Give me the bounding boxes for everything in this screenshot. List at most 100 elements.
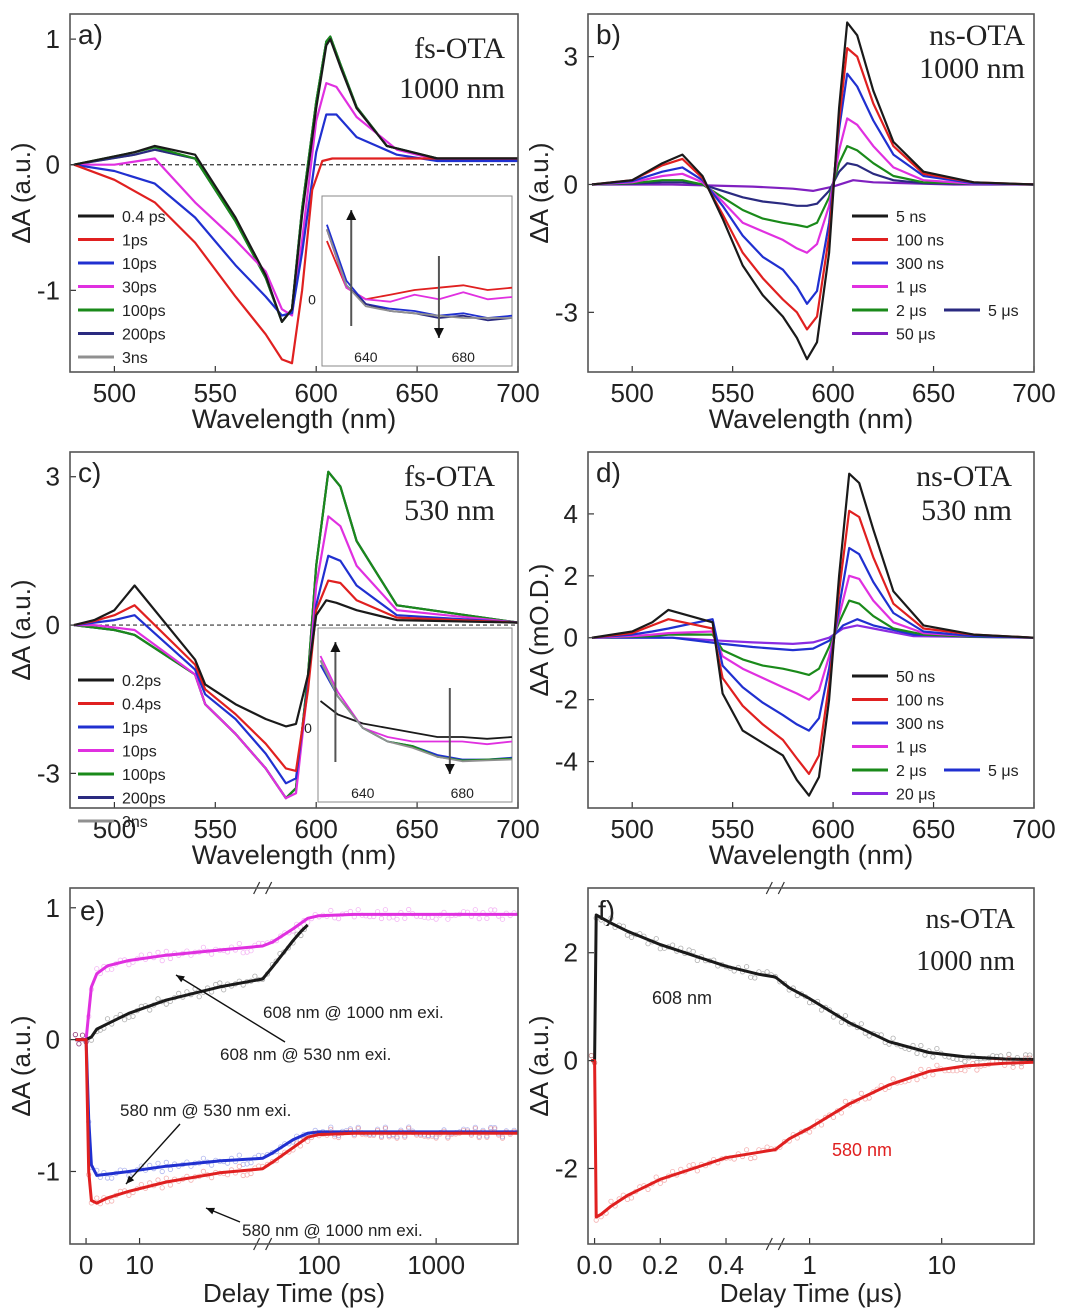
data-marker [499, 916, 506, 922]
data-marker [433, 1135, 439, 1141]
legend-label: 2 μs [896, 303, 927, 320]
x-tick-label: 650 [912, 814, 955, 844]
x-tick-label: 550 [194, 378, 237, 408]
data-marker [109, 1175, 115, 1181]
data-marker [72, 1032, 79, 1038]
inset-series [319, 655, 513, 746]
data-marker [974, 1067, 980, 1073]
inset-series [326, 229, 512, 319]
data-marker [167, 1182, 173, 1188]
series-f-1 [591, 1059, 1035, 1219]
annotation-line-1: ns-OTA [916, 460, 1012, 493]
data-marker [818, 1007, 825, 1013]
data-marker [930, 1072, 936, 1078]
data-marker [752, 975, 758, 981]
x-tick-label: 600 [295, 814, 338, 844]
data-marker [858, 1021, 864, 1027]
data-marker [382, 907, 388, 913]
inset-series [319, 660, 513, 763]
data-marker [217, 980, 223, 986]
legend-label: 50 μs [896, 327, 935, 344]
data-marker [79, 1032, 86, 1038]
data-marker [104, 1016, 111, 1022]
data-marker [406, 1124, 412, 1130]
data-marker [492, 1126, 498, 1132]
x-tick-label: 1 [802, 1250, 816, 1280]
data-marker [76, 1041, 82, 1047]
data-marker [653, 936, 659, 942]
x-tick-label: 500 [93, 378, 136, 408]
legend-label: 200ps [122, 791, 166, 808]
curve-annotation: 608 nm [652, 988, 712, 1008]
inset-arrow-head [444, 764, 455, 774]
data-marker [1010, 1064, 1016, 1070]
data-marker [104, 1199, 111, 1205]
data-marker [394, 1135, 400, 1141]
data-marker [934, 1046, 940, 1052]
data-marker [240, 1161, 246, 1168]
x-tick-label: 10 [125, 1250, 154, 1280]
data-marker [130, 1013, 136, 1019]
data-marker [163, 948, 169, 955]
legend-label: 300 ns [896, 716, 944, 733]
data-marker [236, 1163, 242, 1170]
legend-label: 0.4 ps [122, 209, 166, 226]
series-a-2 [73, 113, 518, 317]
data-marker [79, 1032, 86, 1038]
y-tick-label: -3 [555, 297, 578, 327]
annotation-line-2: 1000 nm [399, 72, 505, 105]
legend-label: 0.2ps [122, 673, 161, 690]
legend-label: 2 μs [896, 763, 927, 780]
x-tick-label: 650 [395, 378, 438, 408]
series-a-0 [73, 38, 518, 323]
data-marker [476, 1134, 482, 1141]
inset-y-tick-label: 0 [308, 291, 316, 307]
x-tick-label: 650 [395, 814, 438, 844]
data-marker [1027, 1052, 1033, 1058]
panel-d: 500 550 600 650 700 4 2 0 -2 -4 Wavelength (nm) ΔA … [524, 457, 1056, 870]
data-marker [155, 1177, 161, 1183]
y-axis-label: ΔA (a.u.) [524, 142, 554, 243]
inset-c: 640 680 0 [304, 627, 513, 803]
annotation-line-1: ns-OTA [925, 904, 1015, 935]
data-marker [694, 957, 700, 964]
panel-label: f) [598, 895, 615, 926]
data-marker [645, 1186, 651, 1193]
annotation-line-2: 1000 nm [919, 52, 1025, 85]
legend-label: 1ps [122, 720, 148, 737]
panel-label: d) [596, 457, 621, 488]
legend-label: 10ps [122, 256, 157, 273]
data-marker [79, 1032, 86, 1038]
series-c-0 [73, 584, 519, 728]
data-marker [624, 932, 631, 938]
data-marker [499, 1135, 506, 1141]
x-tick-label: 700 [496, 378, 539, 408]
data-marker [167, 1166, 173, 1173]
y-tick-label: 1 [46, 24, 60, 54]
series-b-1 [591, 47, 1035, 331]
data-marker [472, 1126, 478, 1132]
data-marker [890, 1076, 896, 1082]
data-marker [159, 1168, 165, 1175]
y-tick-label: 0 [46, 1025, 60, 1055]
data-marker [248, 948, 254, 954]
x-tick-label: 100 [297, 1250, 340, 1280]
legend-label: 100 ns [896, 693, 944, 710]
x-tick-label: 600 [811, 378, 854, 408]
data-marker [669, 1169, 676, 1175]
data-marker [690, 1162, 696, 1168]
inset-x-tick-label: 640 [351, 785, 375, 801]
data-marker [76, 1041, 82, 1047]
data-marker [382, 1125, 388, 1132]
data-marker [1006, 1051, 1012, 1058]
x-tick-label: 600 [295, 378, 338, 408]
data-marker [492, 1125, 498, 1131]
data-marker [394, 916, 400, 922]
y-tick-label: 0 [46, 150, 60, 180]
x-tick-label: 650 [912, 378, 955, 408]
data-marker [764, 1144, 770, 1150]
data-marker [1027, 1055, 1033, 1061]
data-marker [890, 1035, 896, 1041]
annotation-arrow-head [206, 1207, 215, 1215]
